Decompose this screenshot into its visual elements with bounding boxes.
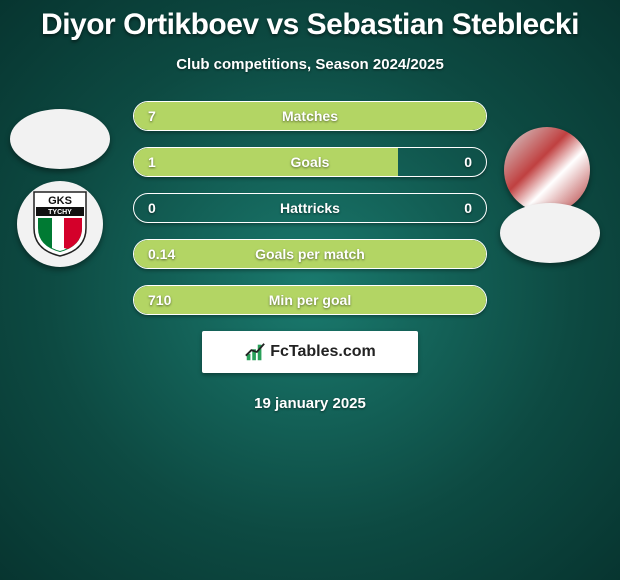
player2-flag [500, 203, 600, 263]
page-subtitle: Club competitions, Season 2024/2025 [0, 56, 620, 73]
crest-text-top: GKS [48, 195, 72, 207]
chart-icon [244, 341, 266, 363]
player1-flag [10, 109, 110, 169]
stat-row: 7Matches [133, 101, 487, 131]
brand-label: FcTables.com [270, 343, 376, 361]
row-label: Min per goal [134, 292, 486, 308]
stat-row: 0Hattricks0 [133, 193, 487, 223]
row-label: Hattricks [134, 200, 486, 216]
stat-rows: 7Matches1Goals00Hattricks00.14Goals per … [133, 101, 487, 315]
player1-club-crest: GKS TYCHY [17, 181, 103, 267]
crest-icon: GKS TYCHY [30, 190, 90, 258]
stat-row: 1Goals0 [133, 147, 487, 177]
comparison-panel: GKS TYCHY 7Matches1Goals00Hattricks00.14… [0, 101, 620, 412]
player2-photo [504, 127, 590, 213]
source-logo: FcTables.com [202, 331, 418, 373]
value-right: 0 [464, 154, 472, 170]
value-right: 0 [464, 200, 472, 216]
row-label: Goals [134, 154, 486, 170]
page-title: Diyor Ortikboev vs Sebastian Steblecki [0, 0, 620, 42]
row-label: Goals per match [134, 246, 486, 262]
stat-row: 710Min per goal [133, 285, 487, 315]
stat-row: 0.14Goals per match [133, 239, 487, 269]
date-label: 19 january 2025 [0, 395, 620, 412]
crest-text-bottom: TYCHY [48, 209, 72, 216]
row-label: Matches [134, 108, 486, 124]
